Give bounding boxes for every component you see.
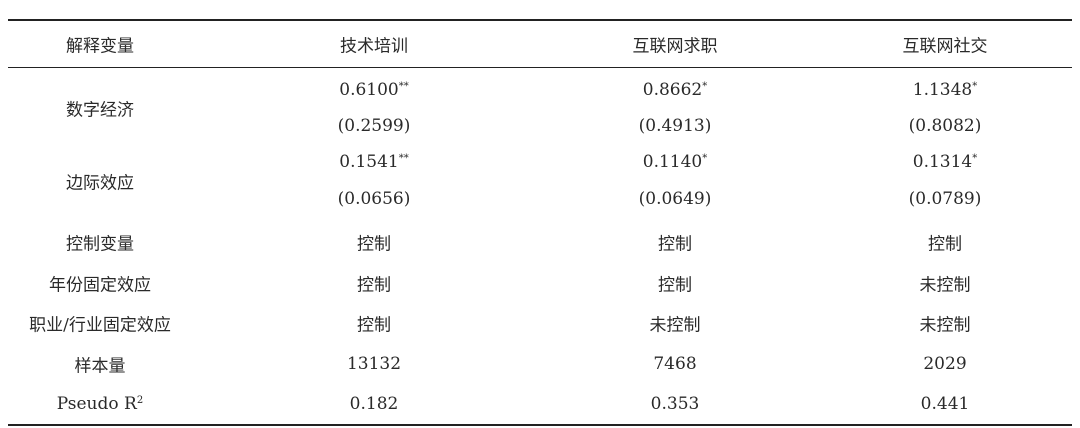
estimate: 1.1348* xyxy=(913,80,977,100)
table-cell-text: 控制 xyxy=(357,315,391,336)
std-error-text: (0.2599) xyxy=(337,116,411,136)
row-label-text: Pseudo R xyxy=(56,394,137,414)
std-error-text: (0.0649) xyxy=(638,189,712,209)
std-error-text: (0.0656) xyxy=(337,189,411,209)
table-cell: 控制 xyxy=(928,230,962,255)
table-cell: 控制 xyxy=(357,311,391,336)
estimate-text: 0.6100 xyxy=(339,80,399,100)
table-cell: 未控制 xyxy=(650,311,701,336)
superscript: * xyxy=(702,81,708,92)
bottom-rule xyxy=(8,424,1072,426)
row-label: 年份固定效应 xyxy=(49,271,151,296)
row-label: 数字经济 xyxy=(66,96,134,121)
header-cell-text: 互联网求职 xyxy=(632,36,718,57)
row-label-text: 样本量 xyxy=(74,356,126,377)
table-cell-text: 控制 xyxy=(658,234,692,255)
table-cell-text: 0.182 xyxy=(349,394,399,414)
row-label-text: 控制变量 xyxy=(66,234,134,255)
top-rule xyxy=(8,19,1072,21)
header-rule xyxy=(8,67,1072,68)
std-error-text: (0.4913) xyxy=(638,116,712,136)
estimate-text: 1.1348 xyxy=(912,80,973,100)
superscript: * xyxy=(972,153,978,164)
std-error: (0.0789) xyxy=(909,189,982,209)
superscript: ** xyxy=(398,81,409,92)
std-error-text: (0.8082) xyxy=(908,116,982,136)
table-cell: 2029 xyxy=(923,354,966,374)
table-cell: 7468 xyxy=(653,354,696,374)
row-label: 职业/行业固定效应 xyxy=(29,311,171,336)
row-label: 控制变量 xyxy=(66,230,134,255)
header-cell-text: 技术培训 xyxy=(340,36,408,57)
table-cell-text: 13132 xyxy=(346,354,402,374)
table-cell: 控制 xyxy=(357,230,391,255)
estimate-text: 0.8662 xyxy=(642,80,703,100)
row-label-text: 职业/行业固定效应 xyxy=(29,315,171,336)
superscript: 2 xyxy=(136,395,144,406)
table-cell-text: 未控制 xyxy=(919,275,971,296)
estimate: 0.1314* xyxy=(913,152,977,172)
std-error: (0.4913) xyxy=(639,116,712,136)
std-error-text: (0.0789) xyxy=(908,189,982,209)
header-cell-text: 互联网社交 xyxy=(902,36,988,57)
estimate-text: 0.1140 xyxy=(642,152,703,172)
estimate-text: 0.1314 xyxy=(912,152,973,172)
table-cell-text: 0.441 xyxy=(920,394,970,414)
table-cell: 控制 xyxy=(357,271,391,296)
table-cell: 0.441 xyxy=(921,394,970,414)
header-cell: 互联网社交 xyxy=(903,32,988,57)
table-cell: 未控制 xyxy=(920,311,971,336)
row-label-text: 边际效应 xyxy=(66,173,134,193)
estimate-text: 0.1541 xyxy=(339,152,399,172)
row-label: Pseudo R2 xyxy=(57,394,143,414)
header-cell: 互联网求职 xyxy=(633,32,718,57)
table-cell: 13132 xyxy=(347,354,401,374)
table-cell: 0.353 xyxy=(651,394,700,414)
table-cell: 控制 xyxy=(658,271,692,296)
table-cell-text: 控制 xyxy=(357,234,391,255)
std-error: (0.2599) xyxy=(338,116,411,136)
row-label-text: 数字经济 xyxy=(66,100,134,121)
header-cell-text: 解释变量 xyxy=(66,36,134,57)
superscript: ** xyxy=(398,153,409,164)
std-error: (0.0656) xyxy=(338,189,411,209)
table-cell-text: 未控制 xyxy=(919,315,971,336)
estimate: 0.6100** xyxy=(339,80,408,100)
table-cell-text: 控制 xyxy=(658,275,692,296)
row-label: 样本量 xyxy=(75,352,126,377)
table-cell-text: 2029 xyxy=(923,354,967,374)
header-cell: 技术培训 xyxy=(340,32,408,57)
row-label: 边际效应 xyxy=(66,168,134,193)
row-label-text: 年份固定效应 xyxy=(49,275,151,296)
superscript: * xyxy=(702,153,708,164)
table-cell: 控制 xyxy=(658,230,692,255)
estimate: 0.8662* xyxy=(643,80,707,100)
estimate: 0.1541** xyxy=(339,152,408,172)
superscript: * xyxy=(972,81,978,92)
table-cell-text: 控制 xyxy=(928,234,962,255)
table-cell: 未控制 xyxy=(920,271,971,296)
table-cell-text: 0.353 xyxy=(650,394,700,414)
table-cell-text: 未控制 xyxy=(649,315,701,336)
std-error: (0.0649) xyxy=(639,189,712,209)
header-cell: 解释变量 xyxy=(66,32,134,57)
estimate: 0.1140* xyxy=(643,152,707,172)
std-error: (0.8082) xyxy=(909,116,982,136)
table-cell-text: 控制 xyxy=(357,275,391,296)
table-cell-text: 7468 xyxy=(653,354,697,374)
table-cell: 0.182 xyxy=(350,394,399,414)
